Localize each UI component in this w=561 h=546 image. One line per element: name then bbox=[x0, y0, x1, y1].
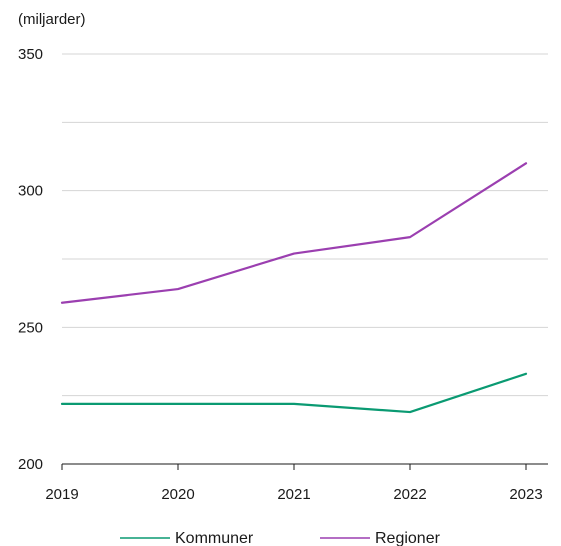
x-tick-label: 2022 bbox=[393, 486, 426, 503]
gridlines bbox=[62, 53, 548, 397]
y-tick-label: 250 bbox=[18, 319, 43, 336]
y-unit-label: (miljarder) bbox=[18, 11, 86, 28]
x-axis: 2019 2020 2021 2022 2023 bbox=[45, 463, 548, 503]
x-tick-label: 2023 bbox=[509, 486, 542, 503]
series-line-kommuner bbox=[60, 372, 528, 414]
x-tick-label: 2019 bbox=[45, 486, 78, 503]
legend-label-kommuner: Kommuner bbox=[175, 530, 254, 546]
x-tick-label: 2020 bbox=[161, 486, 194, 503]
y-tick-label: 200 bbox=[18, 456, 43, 473]
series-lines bbox=[60, 162, 528, 414]
series-line-regioner bbox=[60, 162, 528, 304]
x-tick-label: 2021 bbox=[277, 486, 310, 503]
legend: Kommuner Regioner bbox=[120, 530, 441, 546]
y-tick-labels: 200 250 300 350 bbox=[18, 46, 43, 473]
y-tick-label: 350 bbox=[18, 46, 43, 63]
legend-label-regioner: Regioner bbox=[375, 530, 441, 546]
y-tick-label: 300 bbox=[18, 183, 43, 200]
